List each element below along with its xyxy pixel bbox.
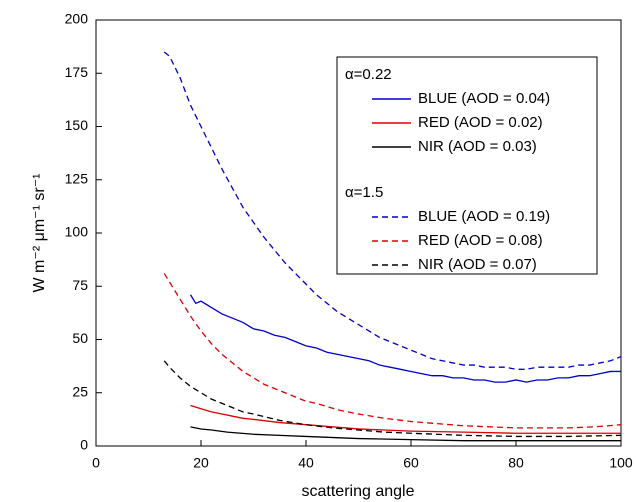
- y-tick-label: 100: [65, 224, 89, 240]
- y-tick-label: 75: [72, 277, 88, 293]
- y-tick-label: 150: [65, 117, 89, 133]
- legend-label: RED (AOD = 0.08): [418, 232, 543, 249]
- legend-title: α=0.22: [345, 66, 392, 83]
- series-line: [190, 404, 621, 434]
- y-tick-label: 50: [72, 330, 88, 346]
- x-tick-label: 0: [92, 455, 100, 471]
- legend-label: BLUE (AOD = 0.04): [418, 90, 550, 107]
- x-tick-label: 80: [508, 455, 524, 471]
- x-tick-label: 100: [609, 455, 633, 471]
- x-axis-label: scattering angle: [302, 483, 415, 500]
- legend-label: NIR (AOD = 0.07): [418, 256, 537, 273]
- series-line: [189, 294, 621, 383]
- y-tick-label: 200: [65, 11, 89, 27]
- legend-title: α=1.5: [345, 184, 383, 201]
- series-line: [163, 360, 622, 438]
- series-line: [163, 51, 622, 370]
- legend-label: RED (AOD = 0.02): [418, 114, 543, 131]
- x-tick-label: 40: [298, 455, 314, 471]
- legend-label: BLUE (AOD = 0.19): [418, 208, 550, 225]
- x-tick-label: 20: [193, 455, 209, 471]
- y-axis-label: W m⁻² μm⁻¹ sr⁻¹: [31, 174, 48, 293]
- y-tick-label: 175: [65, 64, 89, 80]
- legend-label: NIR (AOD = 0.03): [418, 138, 537, 155]
- legend-box: [336, 56, 598, 275]
- series-line: [163, 273, 622, 429]
- series-line: [190, 426, 621, 442]
- x-tick-label: 60: [403, 455, 419, 471]
- y-tick-label: 25: [72, 383, 88, 399]
- y-tick-label: 125: [65, 170, 89, 186]
- y-tick-label: 0: [80, 437, 88, 453]
